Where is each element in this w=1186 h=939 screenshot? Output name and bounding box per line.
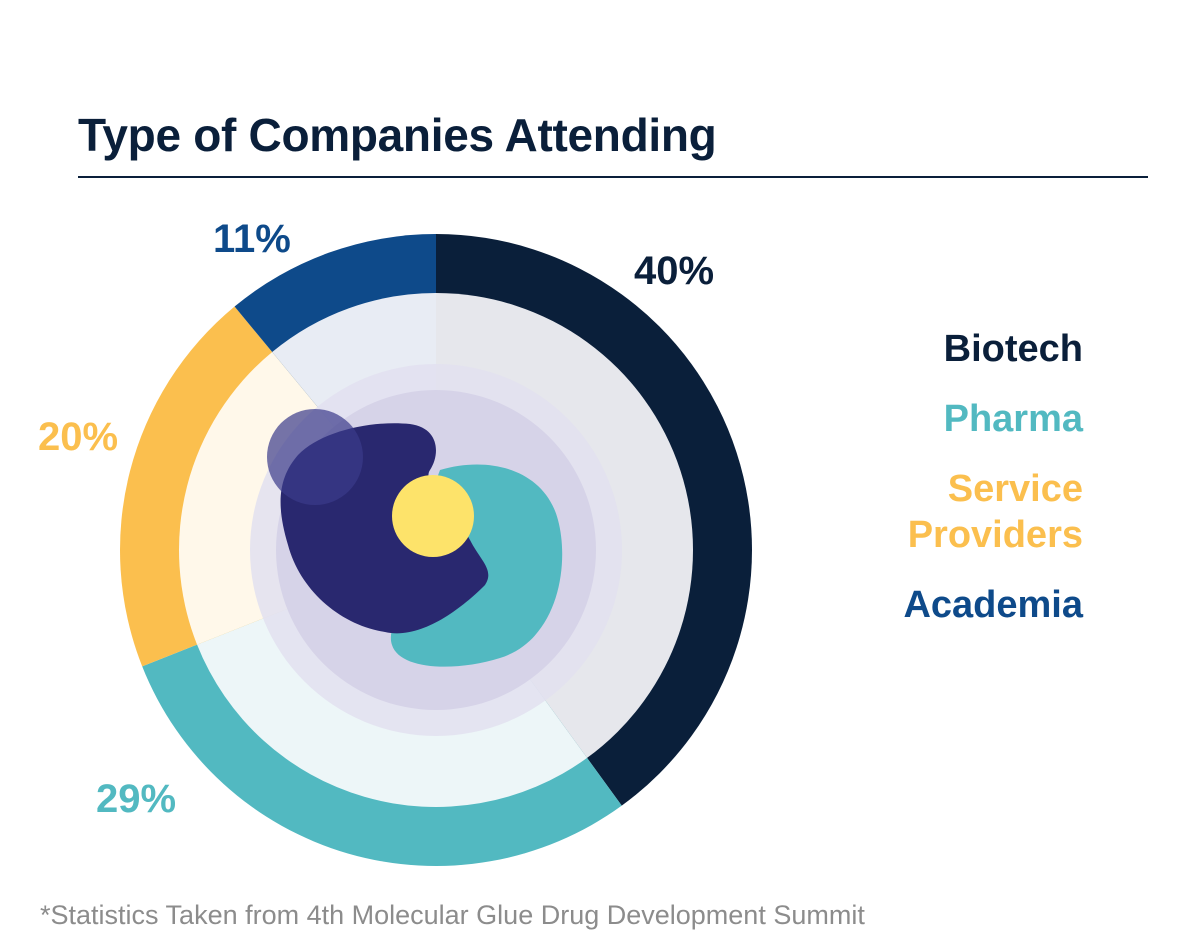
percent-labels: 40% 29% 20% 11% (38, 217, 714, 821)
percent-label-academia: 11% (213, 217, 291, 261)
yellow-circle (392, 475, 474, 557)
percent-label-biotech: 40% (634, 249, 714, 293)
chart-legend: Biotech Pharma Service Providers Academia (903, 326, 1083, 652)
percent-label-pharma: 29% (96, 777, 176, 821)
legend-item-pharma: Pharma (943, 398, 1083, 440)
percent-label-service-providers: 20% (38, 415, 118, 459)
legend-item-biotech: Biotech (943, 328, 1083, 370)
navy-blob-highlight (267, 409, 363, 505)
legend-item-service-providers: Service Providers (907, 468, 1083, 556)
legend-item-academia: Academia (903, 584, 1083, 626)
chart-title: Type of Companies Attending (78, 109, 717, 161)
inner-decoration (250, 364, 622, 736)
footnote: *Statistics Taken from 4th Molecular Glu… (40, 900, 865, 930)
title-divider (78, 176, 1148, 178)
